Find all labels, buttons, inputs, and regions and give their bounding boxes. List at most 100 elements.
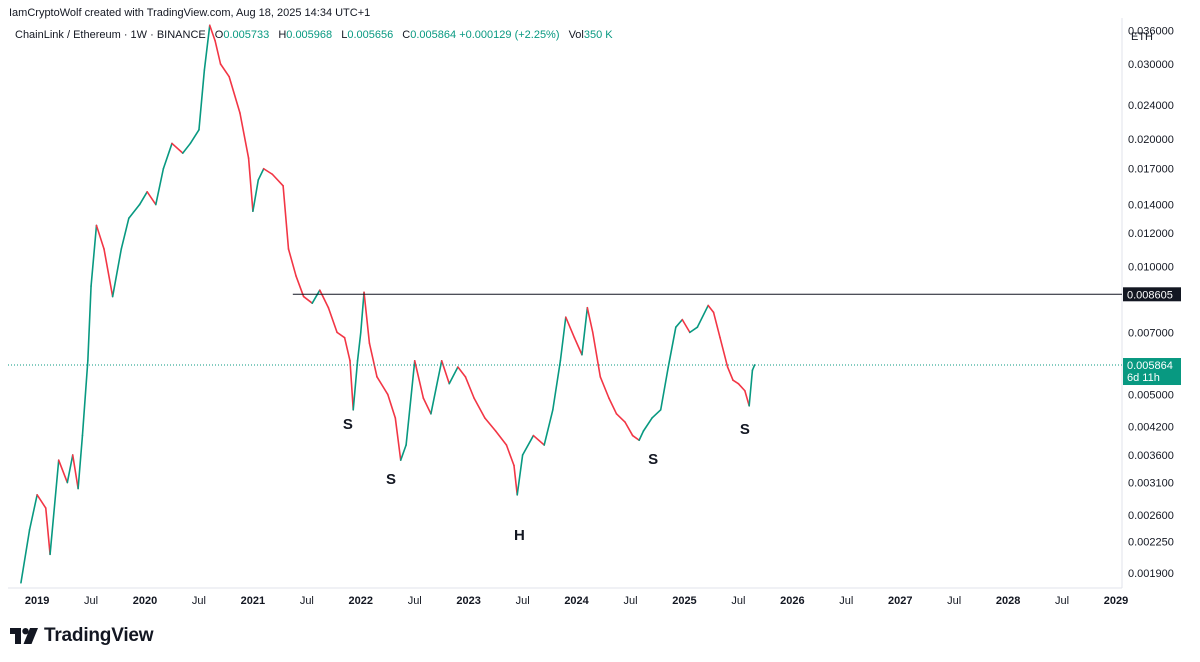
price-segment [659, 366, 670, 411]
pattern-annotation-h: H [514, 527, 525, 544]
close-value: 0.005864 [410, 29, 457, 41]
price-segment [336, 331, 346, 339]
price-segment [356, 331, 362, 362]
time-tick-label: Jul [623, 595, 637, 607]
price-tick-label: 0.024000 [1128, 100, 1174, 112]
time-tick-label: Jul [84, 595, 98, 607]
price-segment [473, 397, 486, 419]
price-tick-label: 0.002250 [1128, 537, 1174, 549]
time-tick-label: 2019 [25, 595, 49, 607]
price-segment [624, 421, 634, 437]
price-segment [287, 248, 297, 277]
price-segment [128, 203, 141, 220]
price-tick-label: 0.014000 [1128, 200, 1174, 212]
price-segment [726, 366, 734, 382]
price-segment [448, 366, 459, 385]
pattern-annotation-s: S [386, 471, 396, 488]
price-segment [638, 430, 645, 442]
price-segment [615, 413, 626, 424]
time-tick-label: 2022 [349, 595, 373, 607]
time-tick-label: Jul [300, 595, 314, 607]
time-tick-label: Jul [516, 595, 530, 607]
price-segment [675, 318, 684, 328]
price-segment [252, 179, 260, 213]
time-axis[interactable]: 2019 Jul 2020 Jul 2021 Jul 2022 Jul 2023 Jul 2024 J… [25, 595, 1128, 607]
price-segment [57, 459, 69, 484]
tradingview-logo-icon [10, 628, 38, 644]
price-segment [386, 393, 397, 419]
price-segment [552, 359, 562, 411]
price-segment [162, 142, 173, 170]
price-segment [494, 430, 508, 446]
price-segment [208, 24, 216, 42]
price-tick-label: 0.020000 [1128, 134, 1174, 146]
price-segment [189, 128, 200, 145]
price-segment [257, 167, 265, 181]
price-segment [349, 359, 355, 411]
price-segment [376, 376, 389, 396]
open-value: 0.005733 [223, 29, 270, 41]
price-segment [521, 434, 535, 456]
price-segment [564, 316, 576, 339]
price-segment [394, 417, 402, 461]
price-segment [631, 434, 640, 442]
price-segment [707, 304, 715, 314]
low-value: 0.005656 [347, 29, 394, 41]
price-segment [440, 359, 451, 385]
price-segment [363, 291, 371, 345]
price-segment [744, 389, 750, 407]
pattern-annotation-s: S [648, 451, 658, 468]
price-series [20, 24, 756, 584]
symbol-title[interactable]: ChainLink / Ethereum · 1W · BINANCE [15, 29, 206, 41]
high-label: H [278, 29, 287, 41]
price-tick-label: 0.002600 [1128, 510, 1174, 522]
resistance-price-label: 0.008605 [1127, 289, 1173, 301]
price-tick-label: 0.036000 [1128, 25, 1174, 37]
price-segment [111, 248, 123, 298]
price-segment [203, 24, 211, 72]
time-tick-label: Jul [408, 595, 422, 607]
price-segment [464, 376, 475, 399]
time-tick-label: 2023 [456, 595, 480, 607]
price-segment [422, 397, 432, 415]
price-tick-label: 0.007000 [1128, 327, 1174, 339]
price-segment [120, 217, 130, 250]
price-segment [667, 326, 677, 368]
resistance-price-tag [1123, 287, 1181, 302]
credit-text: IamCryptoWolf created with TradingView.c… [9, 7, 371, 19]
tradingview-logo[interactable]: TradingView [10, 625, 154, 647]
price-tick-label: 0.003600 [1128, 450, 1174, 462]
price-segment [90, 224, 98, 287]
price-segment [712, 311, 721, 339]
price-segment [302, 295, 314, 304]
price-tick-label: 0.017000 [1128, 164, 1174, 176]
currency-label: ETH [1131, 31, 1153, 43]
price-segment [430, 386, 438, 415]
time-tick-label: 2026 [780, 595, 804, 607]
time-tick-label: 2028 [996, 595, 1020, 607]
price-segment [146, 191, 157, 206]
price-segment [66, 454, 74, 484]
price-segment [198, 69, 206, 131]
pattern-annotation-s: S [740, 421, 750, 438]
price-segment [282, 184, 290, 250]
price-segment [49, 459, 60, 556]
price-segment [138, 191, 148, 206]
price-segment [505, 444, 515, 467]
price-segment [608, 397, 618, 415]
price-segment [651, 408, 662, 419]
time-tick-label: Jul [731, 595, 745, 607]
price-segment [689, 326, 699, 334]
high-value: 0.005968 [286, 29, 333, 41]
chart-frame [8, 18, 1123, 589]
close-label: C [402, 29, 411, 41]
price-segment [214, 40, 222, 65]
price-segment [681, 318, 691, 334]
price-segment [77, 434, 84, 490]
price-segment [516, 454, 524, 496]
price-segment [696, 304, 709, 328]
price-segment [484, 417, 497, 432]
